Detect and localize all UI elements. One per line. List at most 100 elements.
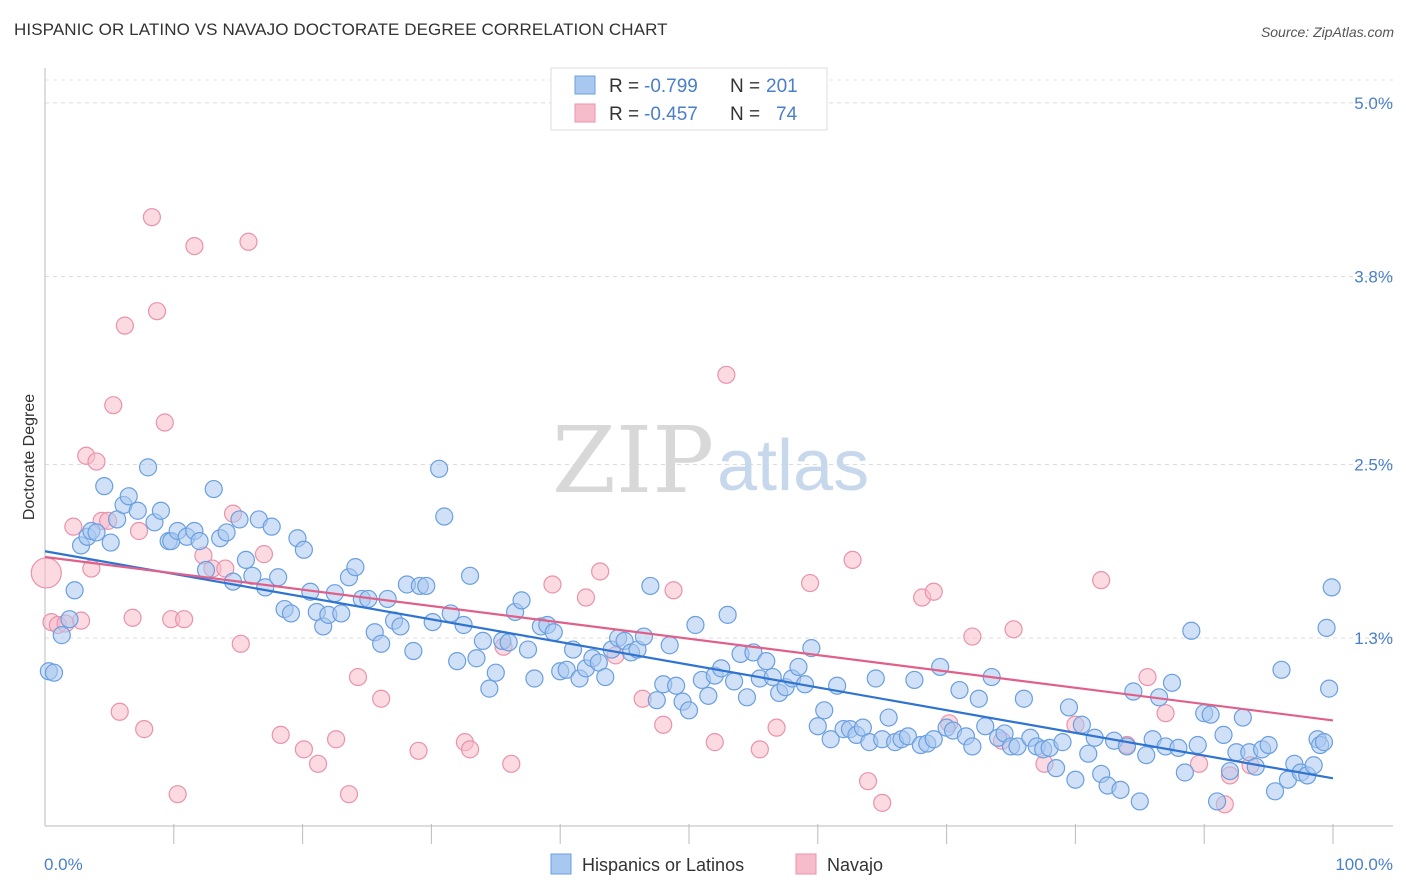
navajo-point bbox=[87, 452, 106, 471]
hispanic-point bbox=[1079, 744, 1098, 763]
hispanic-point bbox=[724, 672, 744, 691]
navajo-point bbox=[409, 741, 428, 760]
y-tick-labels: 1.3% 2.5% 3.8% 5.0% bbox=[1354, 94, 1393, 648]
hispanic-point bbox=[1304, 756, 1323, 775]
hispanic-point bbox=[518, 640, 538, 659]
legend-swatch-blue bbox=[574, 75, 596, 95]
hispanic-point bbox=[1201, 705, 1220, 724]
hispanic-point bbox=[65, 581, 84, 600]
hispanic-point bbox=[236, 550, 256, 570]
navajo-point bbox=[30, 557, 62, 589]
bottom-legend-label-hispanic: Hispanics or Latinos bbox=[582, 855, 744, 875]
hispanic-point bbox=[815, 701, 834, 720]
hispanic-point bbox=[60, 610, 79, 629]
navajo-point bbox=[543, 575, 562, 594]
navajo-point bbox=[576, 588, 596, 607]
hispanic-point bbox=[391, 617, 410, 636]
hispanic-point bbox=[1220, 761, 1240, 781]
hispanic-point bbox=[1214, 725, 1233, 744]
navajo-trend-line bbox=[44, 555, 1334, 722]
navajo-point bbox=[294, 740, 313, 759]
navajo-point bbox=[1156, 704, 1175, 723]
hispanic-point bbox=[435, 507, 454, 526]
hispanic-point bbox=[480, 679, 499, 698]
source-label: Source: ZipAtlas.com bbox=[1260, 24, 1394, 40]
navajo-point bbox=[175, 610, 194, 629]
hispanic-point bbox=[1317, 618, 1336, 637]
hispanic-point bbox=[1014, 689, 1033, 708]
navajo-point bbox=[873, 793, 892, 812]
watermark-zip: ZIP bbox=[552, 407, 714, 514]
navajo-point bbox=[231, 634, 250, 653]
hispanic-point bbox=[1046, 759, 1066, 778]
hispanic-point bbox=[1322, 578, 1341, 597]
hispanic-point bbox=[647, 691, 666, 710]
y-tick-label-0: 1.3% bbox=[1354, 629, 1393, 648]
hispanic-point bbox=[1111, 780, 1130, 799]
navajo-point bbox=[147, 302, 167, 321]
hispanic-point bbox=[931, 657, 950, 677]
series-legend: Hispanics or Latinos Navajo bbox=[550, 853, 883, 875]
hispanic-point bbox=[866, 669, 885, 688]
navajo-point bbox=[654, 715, 673, 734]
navajo-point bbox=[142, 208, 162, 227]
navajo-point bbox=[372, 689, 391, 708]
hispanic-point bbox=[44, 663, 64, 682]
hispanic-point bbox=[294, 540, 313, 559]
navajo-point bbox=[185, 236, 204, 256]
hispanic-point bbox=[486, 663, 505, 682]
hispanic-point bbox=[473, 631, 493, 650]
hispanic-points bbox=[39, 458, 1341, 811]
hispanic-point bbox=[924, 730, 943, 749]
navajo-point bbox=[705, 733, 724, 752]
navajo-point bbox=[326, 730, 346, 749]
hispanic-point bbox=[1320, 679, 1339, 698]
legend-swatch-pink bbox=[574, 103, 596, 123]
hispanic-point bbox=[1182, 621, 1201, 640]
navajo-point bbox=[271, 725, 290, 744]
x-tick-labels: 0.0% 100.0% bbox=[44, 855, 1393, 874]
hispanic-point bbox=[262, 517, 281, 536]
hispanic-point bbox=[1314, 733, 1334, 752]
navajo-point bbox=[767, 718, 786, 737]
bottom-legend-swatch-navajo bbox=[795, 853, 817, 875]
hispanic-point bbox=[879, 708, 898, 727]
hispanic-point bbox=[190, 532, 209, 551]
hispanic-point bbox=[1124, 682, 1143, 701]
hispanic-point bbox=[905, 670, 924, 690]
hispanic-point bbox=[667, 676, 686, 695]
hispanic-point bbox=[346, 558, 365, 577]
hispanic-point bbox=[138, 458, 158, 477]
hispanic-point bbox=[1169, 738, 1188, 758]
navajo-point bbox=[168, 785, 187, 804]
hispanic-point bbox=[404, 641, 423, 661]
hispanic-point bbox=[204, 479, 223, 499]
hispanic-point bbox=[789, 657, 808, 677]
hispanic-point bbox=[460, 566, 480, 585]
navajo-point bbox=[1004, 620, 1023, 639]
hispanic-point bbox=[151, 501, 171, 520]
legend-r-value-pink: -0.457 bbox=[644, 104, 698, 125]
hispanic-point bbox=[963, 737, 982, 756]
x-tick-label-0: 0.0% bbox=[44, 855, 83, 874]
navajo-point bbox=[858, 772, 878, 791]
hispanic-point bbox=[1059, 698, 1079, 717]
hispanic-point bbox=[1272, 660, 1291, 679]
hispanic-point bbox=[423, 612, 442, 632]
navajo-point bbox=[1092, 571, 1111, 590]
hispanic-point bbox=[372, 634, 391, 653]
hispanic-point bbox=[1259, 735, 1278, 755]
navajo-point bbox=[339, 785, 359, 804]
x-tick-label-1: 100.0% bbox=[1335, 855, 1393, 874]
y-tick-label-2: 3.8% bbox=[1354, 267, 1393, 286]
hispanic-point bbox=[544, 623, 563, 642]
axes bbox=[44, 68, 1393, 844]
hispanic-point bbox=[281, 604, 301, 623]
hispanic-point bbox=[512, 591, 531, 610]
navajo-point bbox=[115, 316, 134, 335]
hispanic-point bbox=[699, 686, 718, 705]
hispanic-point bbox=[1233, 708, 1252, 727]
hispanic-point bbox=[950, 680, 969, 700]
hispanic-point bbox=[217, 523, 236, 542]
y-tick-label-1: 2.5% bbox=[1354, 455, 1393, 474]
